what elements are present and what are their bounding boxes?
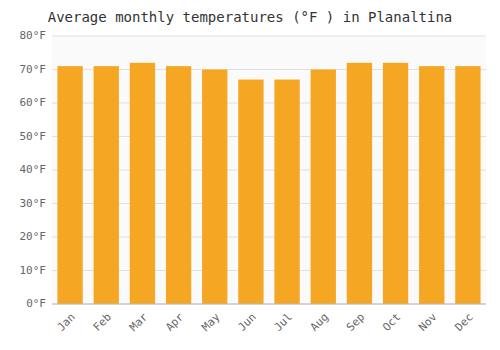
x-tick-label: Sep bbox=[344, 311, 367, 334]
grid-line bbox=[52, 36, 486, 37]
y-tick-label: 30°F bbox=[20, 197, 47, 210]
bar bbox=[419, 66, 444, 304]
x-tick-label: May bbox=[199, 310, 223, 334]
y-tick-label: 60°F bbox=[20, 96, 47, 109]
y-tick-label: 80°F bbox=[20, 29, 47, 42]
bar bbox=[202, 70, 227, 305]
y-tick-label: 50°F bbox=[20, 130, 47, 143]
x-tick-label: Jun bbox=[235, 311, 258, 334]
y-tick-label: 10°F bbox=[20, 264, 47, 277]
bar bbox=[274, 80, 299, 304]
x-axis-line bbox=[52, 304, 486, 305]
bar bbox=[383, 63, 408, 304]
bars bbox=[57, 63, 480, 304]
bar bbox=[130, 63, 155, 304]
x-tick-label: Mar bbox=[127, 310, 151, 334]
x-tick-label: Feb bbox=[91, 311, 114, 334]
grid-line bbox=[52, 304, 486, 305]
bar bbox=[455, 66, 480, 304]
bar bbox=[238, 80, 263, 304]
y-tick-label: 70°F bbox=[20, 63, 47, 76]
y-tick-label: 20°F bbox=[20, 230, 47, 243]
y-tick-label: 0°F bbox=[26, 297, 46, 310]
y-tick-label: 40°F bbox=[20, 163, 47, 176]
bar bbox=[347, 63, 372, 304]
bar bbox=[311, 70, 336, 305]
x-tick-label: Dec bbox=[452, 311, 475, 334]
bar bbox=[94, 66, 119, 304]
grid bbox=[52, 36, 486, 304]
chart: 0°F 10°F 20°F 30°F 40°F 50°F 60°F 70°F 80°F Jan Fe… bbox=[0, 0, 500, 350]
bar bbox=[57, 66, 82, 304]
bar bbox=[166, 66, 191, 304]
x-tick-label: Aug bbox=[308, 311, 331, 334]
x-tick-label: Nov bbox=[416, 310, 440, 334]
x-tick-label: Jul bbox=[272, 311, 295, 334]
x-tick-label: Oct bbox=[380, 311, 403, 334]
title: Average monthly temperatures (°F ) in Pl… bbox=[48, 9, 453, 25]
x-tick-label: Jan bbox=[55, 311, 78, 334]
plot-area bbox=[52, 36, 486, 304]
x-tick-label: Apr bbox=[163, 310, 187, 334]
